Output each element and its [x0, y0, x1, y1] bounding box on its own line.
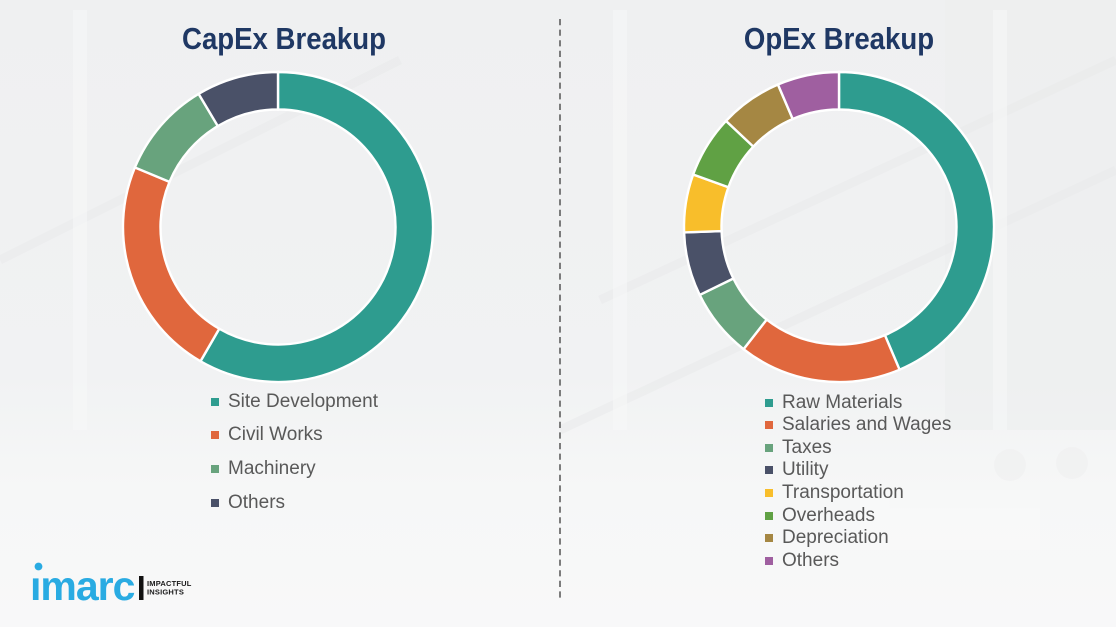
- svg-text:ımarc: ımarc: [30, 563, 135, 609]
- svg-text:IMPACTFUL: IMPACTFUL: [147, 579, 192, 588]
- svg-text:INSIGHTS: INSIGHTS: [147, 588, 184, 597]
